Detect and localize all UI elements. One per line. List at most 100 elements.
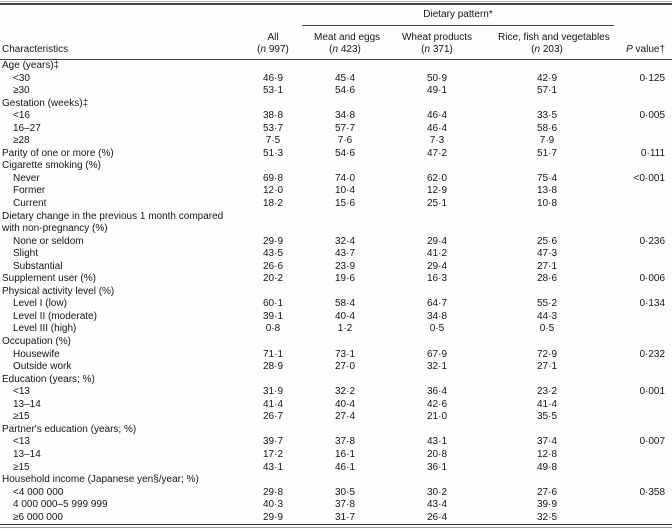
value-cell (376, 160, 498, 173)
p-value-cell (596, 248, 672, 261)
value-cell: 16·1 (334, 448, 355, 460)
value-cell (232, 374, 314, 387)
value-cell: 36·4 (426, 386, 447, 398)
value-cell (314, 98, 376, 111)
p-value-cell (596, 135, 672, 148)
p-value-cell (596, 512, 672, 525)
value-cell (314, 474, 376, 487)
p-value-cell (596, 123, 672, 136)
column-header-row: Characteristics All (n 997) Meat and egg… (0, 26, 672, 60)
p-value-cell: 0·006 (639, 273, 666, 285)
value-cell (498, 160, 596, 173)
table-row: None or seldom 29·9 32·4 29·4 25·6 0·236 (0, 236, 672, 249)
column-header-wheat-products: Wheat products (n 371) (376, 26, 498, 60)
value-cell: 12·0 (262, 185, 283, 197)
value-cell (498, 424, 596, 437)
table-row: 13–14 41·4 40·4 42·6 41·4 (0, 399, 672, 412)
value-cell: 53·7 (262, 122, 283, 134)
value-cell: 46·1 (334, 461, 355, 473)
value-cell: 32·4 (334, 235, 355, 247)
value-cell (232, 211, 314, 224)
value-cell: 29·4 (426, 260, 447, 272)
row-label: Age (years)‡ (2, 60, 60, 71)
value-cell: 47·3 (537, 248, 558, 260)
dietary-pattern-header: Dietary pattern* (302, 8, 615, 26)
value-cell: 39·1 (262, 310, 283, 322)
p-value-cell (596, 223, 672, 236)
value-cell: 1·2 (337, 323, 353, 335)
table-row: ≥30 53·1 54·6 49·1 57·1 (0, 85, 672, 98)
row-label: Level III (high) (13, 323, 77, 335)
row-label: 13–14 (13, 448, 41, 460)
value-cell: 23·9 (334, 260, 355, 272)
table-row: ≥15 26·7 27·4 21·0 35·5 (0, 411, 672, 424)
table-row: Supplement user (%) 20·2 19·6 16·3 28·6 0·006 (0, 273, 672, 286)
value-cell: 32·1 (426, 361, 447, 373)
table-row: Household income (Japanese yen§/year; %) (0, 474, 672, 487)
value-cell: 46·4 (426, 122, 447, 134)
value-cell: 40·4 (334, 398, 355, 410)
table-row: ≥15 43·1 46·1 36·1 49·8 (0, 462, 672, 475)
p-value-cell: 0·007 (639, 436, 666, 448)
value-cell: 27·1 (537, 361, 558, 373)
value-cell: 42·9 (537, 72, 558, 84)
p-value-cell: 0·125 (639, 72, 666, 84)
value-cell (376, 474, 498, 487)
p-value-cell (596, 98, 672, 111)
row-label: Cigarette smoking (%) (2, 160, 101, 172)
value-cell (232, 160, 314, 173)
column-header-all: All (n 997) (232, 26, 314, 60)
table-row: Level III (high) 0·8 1·2 0·5 0·5 (0, 323, 672, 336)
value-cell: 29·9 (262, 511, 283, 523)
p-value-cell (596, 261, 672, 274)
value-cell: 30·5 (334, 486, 355, 498)
row-label: Gestation (weeks)‡ (2, 97, 89, 109)
p-value-cell: 0·134 (639, 298, 666, 310)
value-cell: 7·9 (539, 135, 555, 147)
value-cell (498, 223, 596, 236)
value-cell: 39·9 (537, 499, 558, 511)
value-cell: 12·9 (426, 185, 447, 197)
table-row: Housewife 71·1 73·1 67·9 72·9 0·232 (0, 349, 672, 362)
value-cell (314, 424, 376, 437)
row-label: Supplement user (%) (2, 273, 96, 285)
value-cell (314, 286, 376, 299)
table-row: ≥6 000 000 29·9 31·7 26·4 32·5 (0, 512, 672, 525)
table-header: Dietary pattern* Characteristics All (n … (0, 4, 672, 60)
table-row: Dietary change in the previous 1 month c… (0, 211, 672, 224)
value-cell: 28·9 (262, 361, 283, 373)
column-header-rice-fish-vegetables: Rice, fish and vegetables (n 203) (498, 26, 610, 60)
value-cell (376, 424, 498, 437)
p-value-cell: 0·232 (639, 348, 666, 360)
value-cell: 67·9 (426, 348, 447, 360)
bottom-rule (0, 527, 672, 529)
value-cell: 46·4 (426, 110, 447, 122)
value-cell (314, 211, 376, 224)
row-label: <4 000 000 (13, 486, 64, 498)
row-label: ≥30 (13, 85, 30, 97)
table-body: Age (years)‡ <30 46·9 45·4 50·9 42·9 0·125 ≥30 5… (0, 60, 672, 525)
value-cell (314, 160, 376, 173)
value-cell: 25·6 (537, 235, 558, 247)
value-cell: 15·6 (334, 198, 355, 210)
value-cell: 75·4 (537, 172, 558, 184)
row-label: Physical activity level (%) (2, 285, 115, 297)
dietary-pattern-span-row: Dietary pattern* (0, 4, 672, 26)
row-label: <13 (13, 386, 30, 398)
row-label: ≥15 (13, 461, 30, 473)
column-header-meat-and-eggs: Meat and eggs (n 423) (314, 26, 380, 60)
value-cell (498, 98, 596, 111)
row-label: Parity of one or more (%) (2, 147, 114, 159)
p-value-cell (596, 85, 672, 98)
p-value-cell (596, 211, 672, 224)
p-value-cell (596, 411, 672, 424)
value-cell (376, 374, 498, 387)
row-label: Level I (low) (13, 298, 67, 310)
value-cell: 19·6 (334, 273, 355, 285)
value-cell (232, 424, 314, 437)
value-cell: 25·1 (426, 198, 447, 210)
p-value-cell (596, 449, 672, 462)
value-cell: 72·9 (537, 348, 558, 360)
p-value-cell (596, 286, 672, 299)
value-cell (232, 336, 314, 349)
